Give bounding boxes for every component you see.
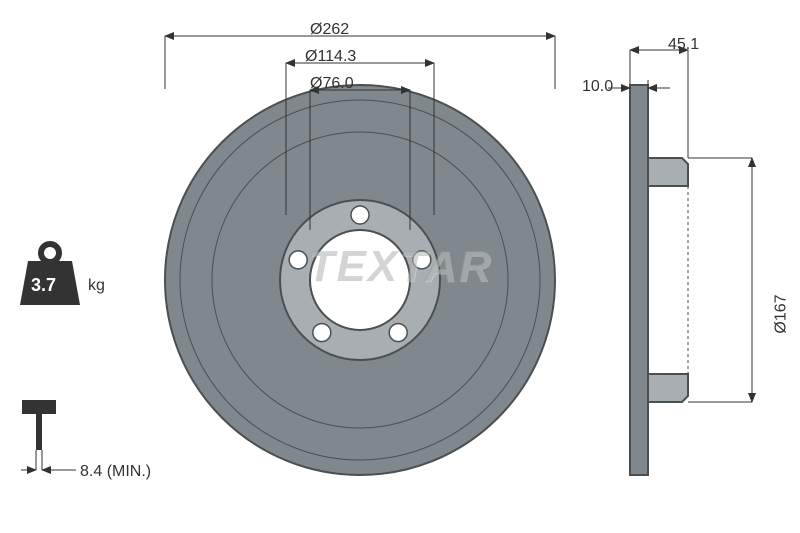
dim-bore: Ø76.0: [310, 75, 354, 93]
drawing-canvas: [0, 0, 800, 533]
thickness-gauge-icon: [22, 400, 56, 450]
dim-hub-diameter: Ø167: [773, 294, 791, 333]
dim-offset: 45.1: [668, 36, 699, 54]
dim-thickness: 10.0: [582, 78, 613, 96]
dim-outer-diameter: Ø262: [310, 21, 349, 39]
weight-value: 3.7: [31, 275, 56, 296]
brake-disc-side: [630, 85, 688, 475]
weight-unit: kg: [88, 277, 105, 295]
dim-bolt-circle: Ø114.3: [305, 48, 356, 66]
dim-min-thickness: 8.4 (MIN.): [80, 463, 151, 481]
brake-disc-front: [165, 85, 555, 475]
